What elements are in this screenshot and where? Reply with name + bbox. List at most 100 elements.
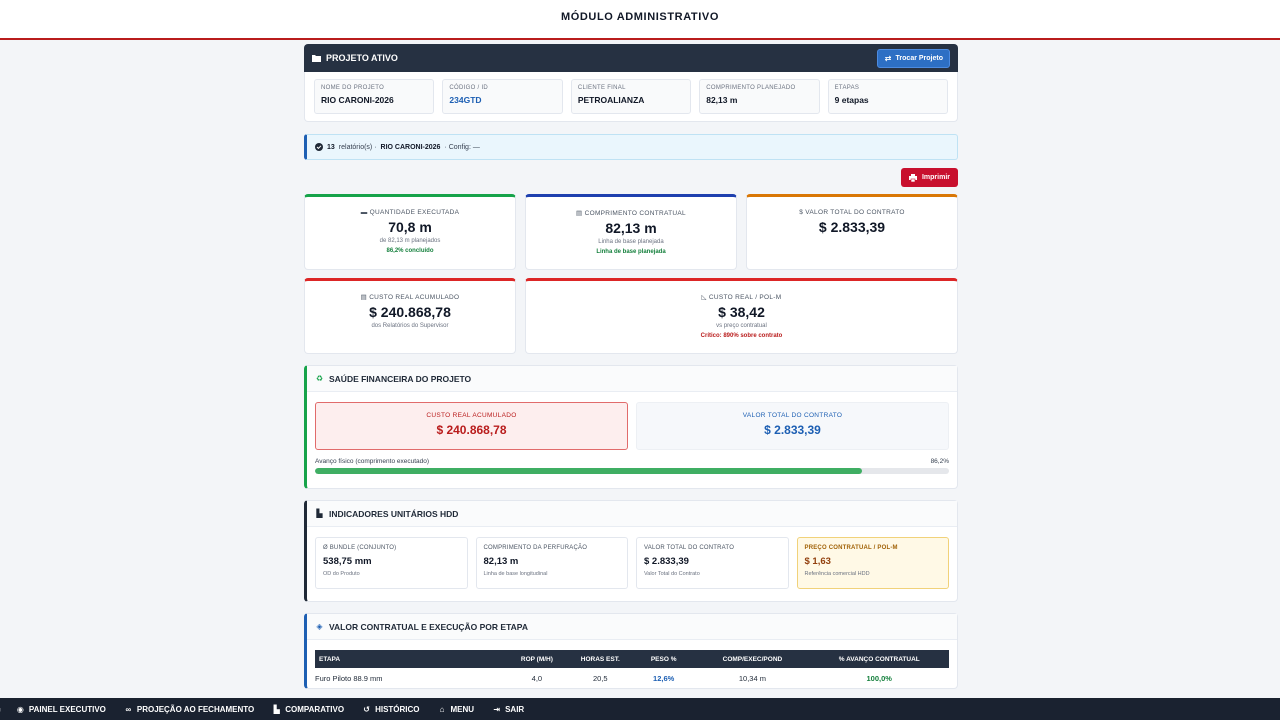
kpi-label: ▤ CUSTO REAL ACUMULADO (305, 293, 515, 301)
nav-label: MENU (450, 704, 475, 714)
kpi-critical-note: Crítico: 890% sobre contrato (700, 333, 783, 339)
field-label: COMPRIMENTO PLANEJADO (706, 85, 796, 91)
reports-text: relatório(s) · (338, 143, 377, 151)
unit-indicators-title: INDICADORES UNITÁRIOS HDD (329, 508, 459, 519)
kpi-label-text: VALOR TOTAL DO CONTRATO (805, 209, 905, 216)
nav-projecao[interactable]: ∞ PROJEÇÃO AO FECHAMENTO (124, 704, 255, 714)
cell-comp: 10,34 m (738, 673, 766, 683)
kpi-value: $ 2.833,39 (818, 219, 886, 235)
kpi-label-text: COMPRIMENTO CONTRATUAL (584, 210, 686, 217)
ruler-icon: ▬ (360, 209, 370, 216)
check-circle-icon (314, 143, 323, 152)
col-peso[interactable]: PESO % (650, 655, 677, 663)
stages-title: VALOR CONTRATUAL E EXECUÇÃO POR ETAPA (329, 621, 528, 632)
field-value: PETROALIANZA (577, 95, 645, 105)
col-avanco[interactable]: % AVANÇO CONTRATUAL (838, 655, 920, 663)
swap-icon: ⇄ (884, 53, 892, 63)
indicator-cards: Ø BUNDLE (CONJUNTO) 538,75 mm OD do Prod… (307, 527, 957, 601)
table-row[interactable]: Furo Piloto 88.9 mm 4,0 20,5 12,6% 10,34… (315, 668, 949, 688)
progress-label: Avanço físico (comprimento executado) (315, 458, 430, 465)
indicator-label: PREÇO CONTRATUAL / POL-M (804, 545, 898, 551)
progress-fill (315, 468, 862, 474)
field-label: ETAPAS (834, 85, 860, 91)
kpi-row-1: ▬ QUANTIDADE EXECUTADA 70,8 m de 82,13 m… (304, 194, 958, 270)
kpi-label-text: QUANTIDADE EXECUTADA (369, 209, 460, 216)
financial-compare: CUSTO REAL ACUMULADO $ 240.868,78 VALOR … (307, 392, 957, 450)
kpi-value: 82,13 m (605, 220, 657, 236)
financial-health-section: ♻ SAÚDE FINANCEIRA DO PROJETO CUSTO REAL… (304, 365, 958, 489)
progress-labels: Avanço físico (comprimento executado) 86… (315, 458, 949, 465)
kpi-real-cost-per-m: ◺ CUSTO REAL / POL-M $ 38,42 vs preço co… (525, 278, 958, 354)
kpi-label-text: CUSTO REAL ACUMULADO (369, 294, 460, 301)
nav-overflow-icon: ◖ (0, 705, 2, 714)
indicator-bundle: Ø BUNDLE (CONJUNTO) 538,75 mm OD do Prod… (315, 537, 468, 589)
project-field-stages: ETAPAS 9 etapas (827, 79, 949, 114)
active-project-card: PROJETO ATIVO ⇄ Trocar Projeto NOME DO P… (304, 44, 958, 122)
kpi-contract-total: $ VALOR TOTAL DO CONTRATO $ 2.833,39 (746, 194, 958, 270)
cell-etapa: Furo Piloto 88.9 mm (315, 673, 383, 683)
indicator-contract-total: VALOR TOTAL DO CONTRATO $ 2.833,39 Valor… (636, 537, 789, 589)
nav-painel-executivo[interactable]: ◉ PAINEL EXECUTIVO (16, 705, 106, 714)
indicator-sub: OD do Produto (323, 571, 360, 577)
project-field-length: COMPRIMENTO PLANEJADO 82,13 m (699, 79, 820, 114)
nav-historico[interactable]: ↺ HISTÓRICO (362, 705, 419, 714)
project-field-code: CÓDIGO / ID 234GTD (442, 79, 563, 114)
col-rop[interactable]: ROP (M/H) (520, 655, 553, 663)
cell-peso: 12,6% (653, 673, 675, 683)
nav-sair[interactable]: ⇥ SAIR (492, 705, 524, 714)
reports-config: · Config: — (444, 143, 480, 151)
folder-icon (312, 54, 321, 63)
binoculars-icon: ∞ (125, 704, 132, 714)
indicator-value: $ 2.833,39 (644, 556, 689, 567)
stages-section: ◈ VALOR CONTRATUAL E EXECUÇÃO POR ETAPA … (304, 613, 958, 689)
reports-project: RIO CARONI-2026 (380, 143, 441, 151)
financial-health-header: ♻ SAÚDE FINANCEIRA DO PROJETO (307, 366, 957, 392)
bar-chart-icon: ▙ (316, 509, 323, 518)
kpi-note: Linha de base planejada (596, 249, 666, 255)
switch-project-button[interactable]: ⇄ Trocar Projeto (876, 48, 950, 68)
indicator-sub: Linha de base longitudinal (483, 571, 548, 577)
unit-indicators-section: ▙ INDICADORES UNITÁRIOS HDD Ø BUNDLE (CO… (304, 500, 958, 602)
nav-label: SAIR (505, 704, 525, 714)
indicator-contract-price: PREÇO CONTRATUAL / POL-M $ 1,63 Referênc… (796, 537, 949, 589)
page-title: MÓDULO ADMINISTRATIVO (560, 11, 720, 23)
dashboard-icon: ◉ (16, 704, 24, 714)
table-header-row: ETAPA ROP (M/H) HORAS EST. PESO % COMP/E… (315, 650, 949, 668)
kpi-real-cost: ▤ CUSTO REAL ACUMULADO $ 240.868,78 dos … (304, 278, 516, 354)
nav-label: HISTÓRICO (375, 704, 420, 714)
contract-value-value: $ 2.833,39 (764, 423, 821, 437)
reports-info-bar: 13 relatório(s) · RIO CARONI-2026 · Conf… (304, 134, 958, 160)
stages-header: ◈ VALOR CONTRATUAL E EXECUÇÃO POR ETAPA (307, 614, 957, 640)
field-value: RIO CARONI-2026 (321, 95, 394, 105)
contract-value-box: VALOR TOTAL DO CONTRATO $ 2.833,39 (636, 402, 949, 450)
switch-project-label: Trocar Projeto (895, 54, 943, 62)
indicator-sub: Valor Total do Contrato (644, 571, 700, 577)
printer-icon (909, 173, 918, 182)
indicator-value: $ 1,63 (804, 556, 831, 567)
progress-percent: 86,2% (930, 458, 949, 465)
financial-health-title: SAÚDE FINANCEIRA DO PROJETO (329, 373, 472, 384)
kpi-sub: vs preço contratual (716, 323, 767, 329)
dollar-icon: $ (799, 209, 806, 216)
nav-menu[interactable]: ⌂ MENU (438, 704, 475, 714)
stages-table: ETAPA ROP (M/H) HORAS EST. PESO % COMP/E… (315, 650, 949, 688)
nav-label: PROJEÇÃO AO FECHAMENTO (136, 704, 255, 714)
bottom-nav: ◖ ◉ PAINEL EXECUTIVO ∞ PROJEÇÃO AO FECHA… (0, 698, 1280, 720)
col-etapa[interactable]: ETAPA (319, 655, 341, 663)
indicator-value: 82,13 m (483, 556, 519, 567)
real-cost-value: $ 240.868,78 (436, 423, 507, 437)
physical-progress: Avanço físico (comprimento executado) 86… (307, 450, 957, 488)
field-label: NOME DO PROJETO (321, 85, 385, 91)
kpi-label-text: CUSTO REAL / POL-M (708, 294, 782, 301)
unit-indicators-header: ▙ INDICADORES UNITÁRIOS HDD (307, 501, 957, 527)
document-icon: ▤ (360, 294, 370, 301)
print-button[interactable]: Imprimir (900, 168, 958, 187)
layers-icon: ◈ (316, 622, 323, 631)
cell-rop: 4,0 (531, 673, 543, 683)
field-value: 234GTD (449, 95, 482, 105)
col-comp[interactable]: COMP/EXEC/POND (722, 655, 783, 663)
kpi-label: ▤ COMPRIMENTO CONTRATUAL (526, 209, 736, 217)
nav-comparativo[interactable]: ▙ COMPARATIVO (272, 705, 344, 714)
col-horas[interactable]: HORAS EST. (580, 655, 620, 663)
print-label: Imprimir (921, 174, 950, 181)
